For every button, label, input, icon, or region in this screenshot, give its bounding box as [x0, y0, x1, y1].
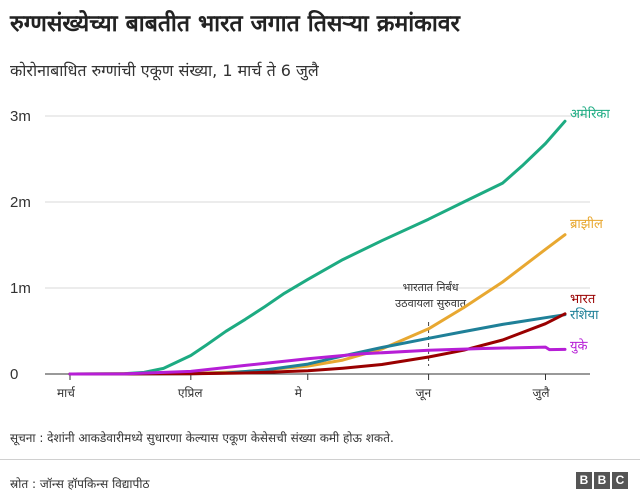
series-labels: अमेरिका ब्राझील रशियाभारत युके — [570, 106, 610, 354]
bbc-logo-letter: B — [576, 472, 592, 489]
footnote: सूचना : देशांनी आकडेवारीमध्ये सुधारणा के… — [10, 431, 394, 445]
series-line-5 — [68, 345, 567, 376]
footer-divider — [0, 459, 640, 460]
annotation-text: भारतात निर्बंध — [403, 281, 459, 294]
y-tick-label: 3m — [10, 108, 31, 125]
series-line-1 — [68, 119, 567, 376]
x-tick-label: एप्रिल — [178, 386, 204, 400]
series-label: रशिया — [570, 307, 599, 323]
series-label: ब्राझील — [570, 216, 603, 232]
y-tick-label: 2m — [10, 194, 31, 211]
chart-subtitle: कोरोनाबाधित रुग्णांची एकूण संख्या, 1 मार… — [10, 61, 319, 80]
x-axis: मार्च एप्रिल मे जून जुलै — [45, 373, 590, 401]
y-tick-label: 1m — [10, 280, 31, 297]
series-label: युके — [570, 338, 589, 354]
series-line-2 — [68, 233, 567, 376]
series-label: अमेरिका — [570, 106, 610, 122]
bbc-logo: B B C — [576, 472, 628, 489]
series-line-4 — [68, 312, 567, 376]
annotation-text: उठवायला सुरुवात — [395, 297, 467, 310]
annotation: भारतात निर्बंध उठवायला सुरुवात — [395, 281, 467, 366]
line-chart: 0 1m 2m 3m मार्च एप्रिल मे जून जुलै भारतात निर्… — [10, 106, 610, 401]
x-tick-label: मार्च — [57, 386, 76, 400]
bbc-logo-letter: C — [612, 472, 628, 489]
source-text: स्रोत : जॉन्स हॉपकिन्स विद्यापीठ — [10, 477, 150, 491]
chart-title: रुग्णसंख्येच्या बाबतीत भारत जगात तिसऱ्या… — [10, 11, 460, 37]
series-label: भारत — [570, 292, 596, 307]
x-tick-label: जुलै — [533, 386, 551, 401]
grid-lines — [45, 115, 590, 289]
y-axis-ticks: 0 1m 2m 3m — [10, 108, 31, 383]
x-tick-label: जून — [416, 386, 432, 401]
y-tick-label: 0 — [10, 366, 18, 383]
bbc-logo-letter: B — [594, 472, 610, 489]
x-tick-label: मे — [295, 386, 303, 400]
series-lines — [68, 119, 567, 376]
